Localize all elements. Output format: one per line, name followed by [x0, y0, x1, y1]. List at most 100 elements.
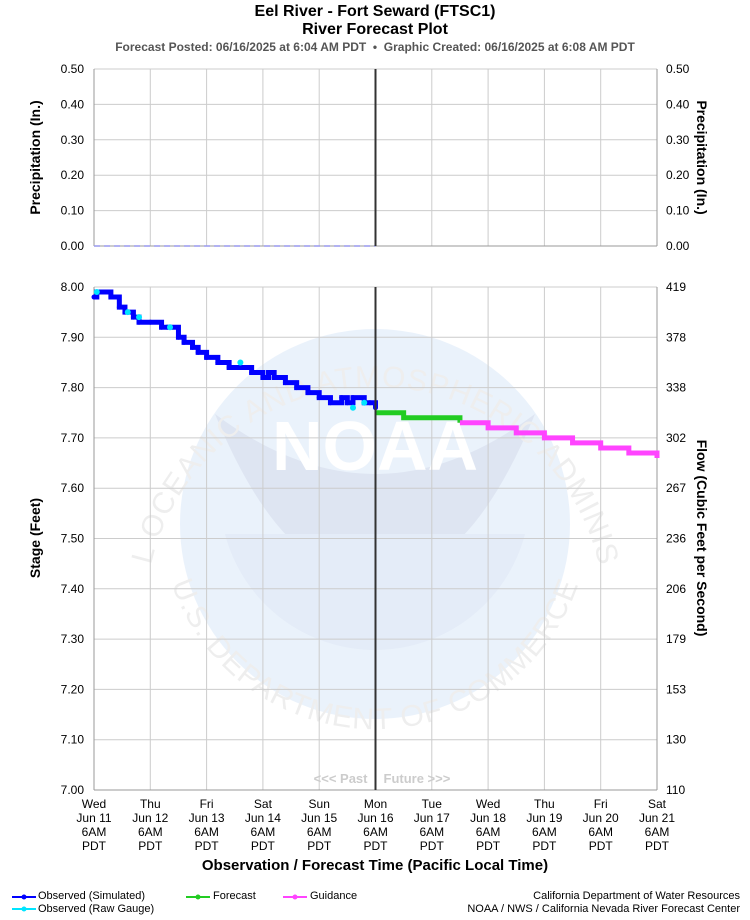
x-tick-label: Tue — [422, 797, 443, 811]
flow-tick-right: 419 — [666, 280, 686, 294]
simulated-point — [204, 354, 210, 360]
flow-tick-right: 130 — [666, 733, 686, 747]
simulated-point — [175, 334, 181, 340]
x-tick-label: 6AM — [588, 825, 613, 839]
legend-observed-simulated: Observed (Simulated) — [38, 890, 145, 902]
x-tick-label: Mon — [364, 797, 387, 811]
stage-tick-left: 7.10 — [61, 733, 85, 747]
x-axis-title: Observation / Forecast Time (Pacific Loc… — [202, 857, 548, 874]
simulated-point — [136, 319, 142, 325]
x-tick-label: Jun 16 — [357, 811, 393, 825]
series-forecast — [375, 410, 463, 423]
x-tick-label: 6AM — [194, 825, 219, 839]
simulated-point — [116, 304, 122, 310]
legend-swatch-simulated — [12, 894, 36, 912]
flow-tick-right: 338 — [666, 381, 686, 395]
legend-swatch-forecast — [186, 894, 210, 900]
x-tick-label: PDT — [138, 839, 163, 853]
precip-ylabel-right: Precipitation (In.) — [694, 100, 710, 214]
bullet-separator: • — [369, 40, 381, 54]
series-observed-raw-gauge- — [93, 289, 368, 411]
legend-guidance: Guidance — [310, 890, 358, 902]
simulated-point — [159, 324, 165, 330]
series-line — [375, 410, 463, 423]
precip-tick-right: 0.50 — [666, 62, 690, 76]
flow-tick-right: 267 — [666, 481, 686, 495]
simulated-point — [237, 364, 243, 370]
flow-ylabel-right: Flow (Cubic Feet per Second) — [694, 440, 710, 637]
precip-tick-left: 0.30 — [61, 133, 85, 147]
x-tick-label: 6AM — [307, 825, 332, 839]
x-tick-label: PDT — [645, 839, 670, 853]
x-tick-label: Jun 13 — [189, 811, 225, 825]
flow-tick-right: 153 — [666, 682, 686, 696]
forecast-posted: Forecast Posted: 06/16/2025 at 6:04 AM P… — [115, 40, 367, 54]
stage-tick-left: 7.00 — [61, 783, 85, 797]
x-tick-label: Thu — [140, 797, 161, 811]
x-tick-label: 6AM — [532, 825, 557, 839]
x-tick-label: PDT — [476, 839, 501, 853]
x-tick-label: Thu — [534, 797, 555, 811]
simulated-point — [195, 349, 201, 355]
raw-gauge-point — [136, 314, 143, 321]
x-tick-label: Wed — [82, 797, 106, 811]
posted-created-line: Forecast Posted: 06/16/2025 at 6:04 AM P… — [0, 40, 750, 54]
stage-tick-left: 7.40 — [61, 582, 85, 596]
x-tick-label: Jun 11 — [76, 811, 111, 825]
stage-tick-left: 7.90 — [61, 330, 85, 344]
x-tick-label: Jun 19 — [526, 811, 562, 825]
x-tick-label: 6AM — [138, 825, 163, 839]
simulated-point — [266, 370, 272, 376]
simulated-point — [130, 314, 136, 320]
x-tick-label: PDT — [307, 839, 332, 853]
simulated-point — [282, 380, 288, 386]
x-tick-label: PDT — [532, 839, 557, 853]
x-tick-label: Jun 20 — [583, 811, 619, 825]
x-tick-label: Sun — [309, 797, 330, 811]
simulated-point — [305, 390, 311, 396]
series-line — [459, 420, 660, 459]
simulated-point — [367, 400, 373, 406]
flow-tick-right: 236 — [666, 532, 686, 546]
x-tick-label: 6AM — [251, 825, 276, 839]
flow-tick-right: 302 — [666, 431, 686, 445]
precip-tick-left: 0.10 — [61, 204, 85, 218]
x-tick-label: Sat — [648, 797, 667, 811]
footer-center: NOAA / NWS / California Nevada River For… — [467, 903, 740, 915]
simulated-point — [190, 344, 196, 350]
stage-tick-left: 7.70 — [61, 431, 85, 445]
stage-tick-left: 7.30 — [61, 632, 85, 646]
legend-observed-raw: Observed (Raw Gauge) — [38, 903, 155, 915]
precip-tick-right: 0.40 — [666, 97, 690, 111]
raw-gauge-point — [93, 289, 100, 296]
x-tick-label: Jun 12 — [132, 811, 168, 825]
stage-tick-left: 7.50 — [61, 532, 85, 546]
simulated-point — [344, 400, 350, 406]
stage-ylabel-left: Stage (Feet) — [27, 498, 43, 578]
x-tick-label: PDT — [195, 839, 220, 853]
precip-tick-right: 0.20 — [666, 168, 690, 182]
raw-gauge-point — [361, 399, 368, 406]
x-tick-label: 6AM — [476, 825, 501, 839]
stage-tick-left: 7.80 — [61, 381, 85, 395]
chart-title: Eel River - Fort Seward (FTSC1) — [254, 3, 496, 20]
x-tick-label: Wed — [476, 797, 500, 811]
x-tick-label: 6AM — [363, 825, 388, 839]
simulated-point — [226, 364, 232, 370]
simulated-point — [91, 294, 97, 300]
stage-tick-left: 8.00 — [61, 280, 85, 294]
x-tick-label: PDT — [82, 839, 107, 853]
flow-tick-right: 110 — [666, 783, 685, 797]
x-tick-label: PDT — [420, 839, 445, 853]
precip-tick-right: 0.30 — [666, 133, 690, 147]
flow-tick-right: 206 — [666, 582, 686, 596]
precip-tick-right: 0.10 — [666, 204, 690, 218]
raw-gauge-point — [167, 324, 174, 331]
precip-tick-right: 0.00 — [666, 239, 690, 253]
x-tick-label: Jun 14 — [245, 811, 281, 825]
simulated-point — [271, 375, 277, 381]
raw-gauge-point — [124, 309, 131, 316]
simulated-point — [249, 370, 255, 376]
x-tick-label: PDT — [364, 839, 389, 853]
chart-subtitle: River Forecast Plot — [302, 21, 448, 38]
